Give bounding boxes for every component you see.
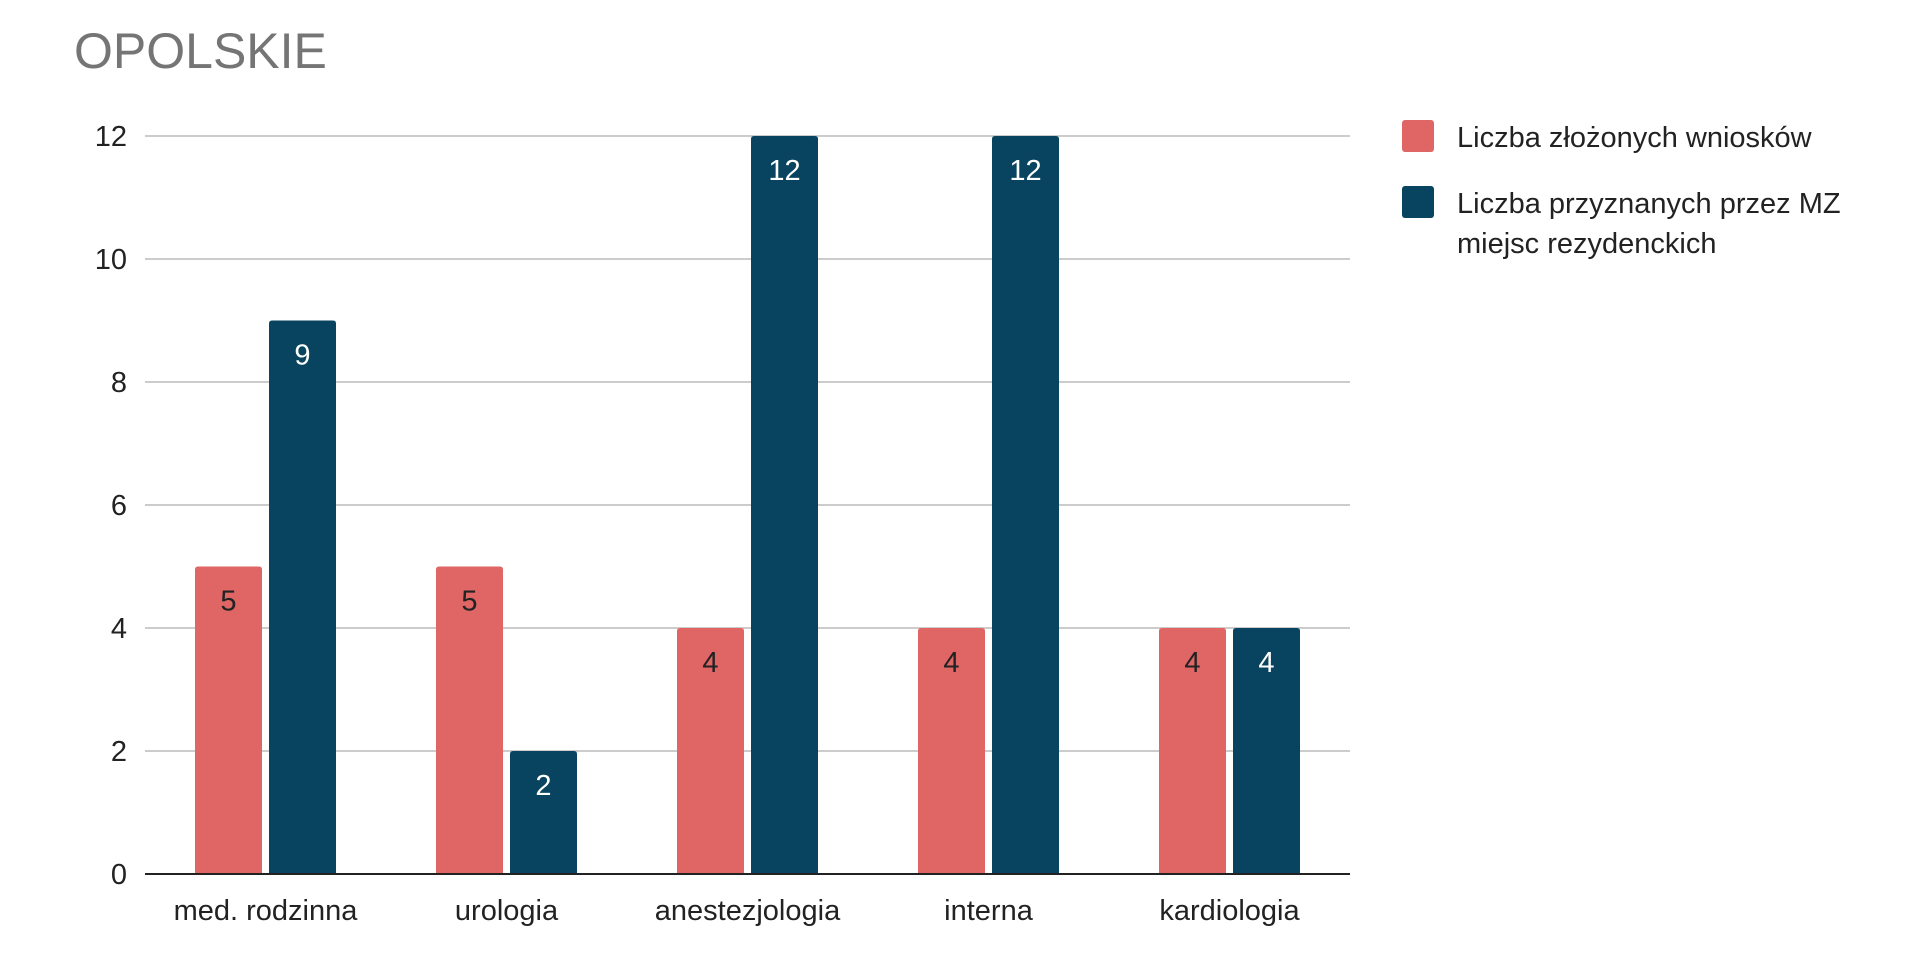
- bar: [1159, 628, 1226, 874]
- bar-group: 4 12: [918, 136, 1059, 874]
- bar-data-label: 9: [294, 340, 310, 372]
- bar: [269, 320, 336, 874]
- y-tick-label: 12: [95, 121, 127, 153]
- bar-data-label: 4: [702, 647, 718, 679]
- x-category-label: urologia: [455, 895, 559, 927]
- bar: [918, 628, 985, 874]
- legend-swatch: [1402, 120, 1434, 152]
- bar-data-label: 4: [943, 647, 959, 679]
- y-tick-label: 8: [111, 367, 127, 399]
- gridlines: [145, 135, 1350, 752]
- bar: [992, 136, 1059, 874]
- legend-item: Liczba złożonych wniosków: [1402, 120, 1813, 154]
- legend-label: Liczba złożonych wniosków: [1457, 122, 1813, 154]
- legend-item: Liczba przyznanych przez MZ miejsc rezyde…: [1402, 186, 1841, 260]
- bar: [510, 751, 577, 874]
- bar: [1233, 628, 1300, 874]
- y-tick-label: 6: [111, 490, 127, 522]
- x-category-label: kardiologia: [1159, 895, 1300, 927]
- legend-label: Liczba przyznanych przez MZ miejsc rezyde…: [1457, 188, 1841, 260]
- chart-title: OPOLSKIE: [74, 23, 327, 79]
- bar-group: 52: [436, 566, 577, 874]
- x-category-label: anestezjologia: [655, 895, 841, 927]
- x-category-label: med. rodzinna: [174, 895, 359, 927]
- bar: [677, 628, 744, 874]
- bar-data-label: 2: [535, 770, 551, 802]
- bar: [436, 566, 503, 874]
- bar: [195, 566, 262, 874]
- x-category-label: interna: [944, 895, 1034, 927]
- y-tick-label: 0: [111, 859, 127, 891]
- legend: Liczba złożonych wniosków Liczba przyznan…: [1402, 120, 1841, 260]
- y-axis-tick-labels: 0 2 4 6 8 10 12: [95, 121, 127, 891]
- bar: [751, 136, 818, 874]
- bar-data-label: 12: [1009, 155, 1041, 187]
- bar-group: 4 12: [677, 136, 818, 874]
- legend-swatch: [1402, 186, 1434, 218]
- y-tick-label: 10: [95, 244, 127, 276]
- x-axis-category-labels: med. rodzinna urologia anestezjologia inter…: [174, 895, 1301, 927]
- bar-data-label: 5: [220, 586, 236, 618]
- bar-data-label: 4: [1258, 647, 1274, 679]
- bar-data-label: 5: [461, 586, 477, 618]
- bar-group: 59: [195, 320, 336, 874]
- bar-data-label: 4: [1184, 647, 1200, 679]
- bar-data-label: 12: [768, 155, 800, 187]
- y-tick-label: 2: [111, 736, 127, 768]
- y-tick-label: 4: [111, 613, 127, 645]
